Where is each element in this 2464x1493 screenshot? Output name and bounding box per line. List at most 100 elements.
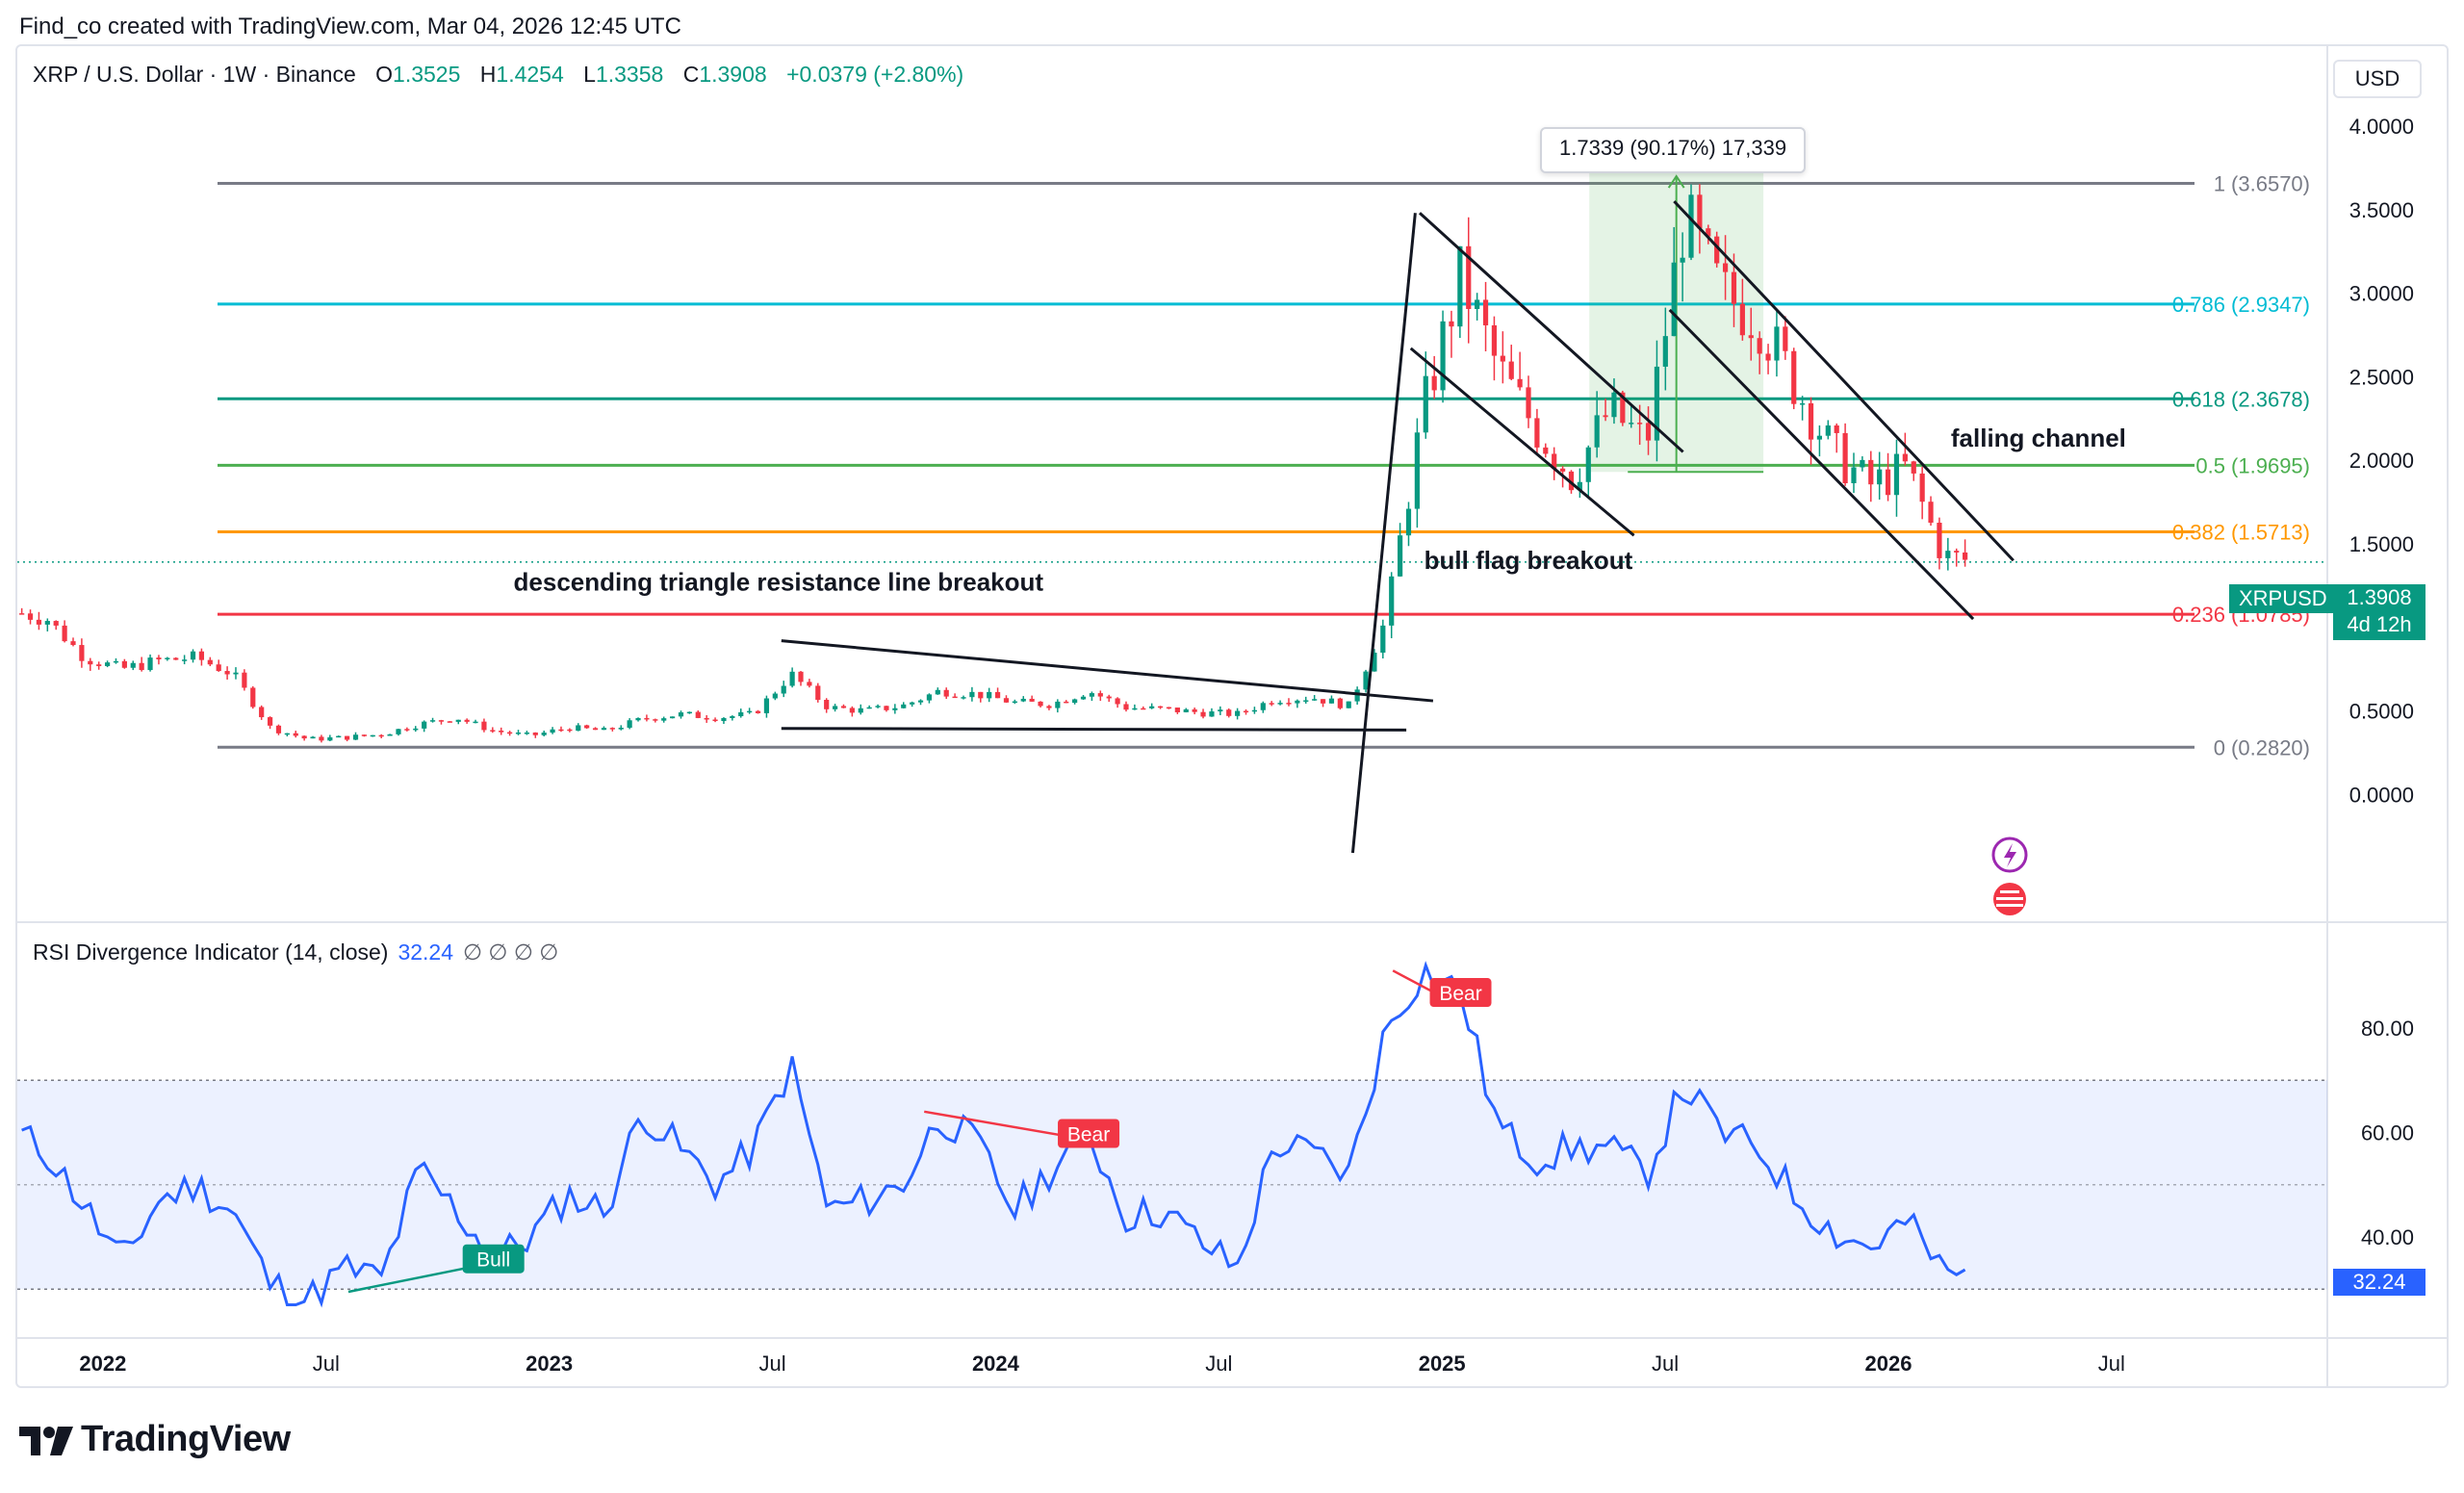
candle-body [113,660,119,663]
candle-body [1106,696,1112,699]
chart-frame [15,44,2449,1388]
currency-button[interactable]: USD [2333,60,2422,98]
candle-body [455,719,461,722]
candle [1816,425,1823,457]
candle [1303,696,1309,704]
candle-body [1722,263,1729,272]
candle-body [961,697,966,699]
candle [1251,707,1257,714]
candle-body [1568,471,1575,491]
rsi-title[interactable]: RSI Divergence Indicator (14, close) [33,940,389,965]
candle-body [1508,361,1514,379]
candle [1714,231,1720,268]
candle [1611,378,1617,425]
candle [1885,452,1891,502]
candle-body [1963,552,1968,560]
fib-level-label: 0 (0.2820) [2214,735,2310,759]
candle [866,705,872,709]
symbol-name[interactable]: XRP / U.S. Dollar · 1W · Binance [33,62,356,87]
candle [70,637,76,647]
candle-body [1038,701,1043,707]
candle-body [926,694,933,701]
candle [1688,184,1694,261]
candle-body [1235,710,1241,716]
candle [994,687,1001,699]
candle [327,734,333,741]
candle-body [1662,336,1668,367]
candle-body [1218,709,1223,712]
candle [481,718,487,733]
candle [79,638,85,668]
candle [1414,418,1420,528]
rsi-axis-tick: 80.00 [2361,1017,2414,1041]
candle-body [233,672,239,675]
candle [712,717,718,723]
candle [1954,548,1960,567]
candle-body [1937,523,1942,558]
candle [1405,502,1412,547]
candle-body [1346,701,1351,708]
candle-body [1739,303,1745,336]
last-price-value: 1.3908 [2347,585,2412,609]
candle [1286,698,1292,707]
tradingview-logo[interactable]: TradingView [19,1419,291,1460]
candle [224,666,230,680]
candle-body [1482,299,1489,325]
candle-body [88,660,93,665]
candle [1423,351,1428,439]
candle [413,726,419,733]
candle [53,620,59,631]
candle-body [1209,711,1215,717]
candle [1320,699,1326,708]
candle [1739,278,1745,341]
candle [1654,340,1660,462]
candle-body [207,659,213,665]
channel-lower-line [1668,308,1975,621]
bear-divergence-line [924,1110,1077,1140]
candle-body [387,734,393,736]
tradingview-wordmark: TradingView [81,1419,291,1459]
candle [1791,348,1797,410]
candle-body [884,706,889,710]
candle-body [618,727,624,730]
candle-body [1748,335,1754,339]
candle [1825,420,1831,440]
candle-body [935,689,940,695]
candle [1928,496,1934,527]
candle-body [224,671,230,675]
candle-body [1491,324,1498,356]
candle-body [396,729,401,734]
candle [747,708,753,714]
fib-level-label: 0.786 (2.9347) [2172,293,2310,317]
candle-body [1277,703,1283,705]
candle [473,719,478,724]
candle-body [438,720,445,722]
candle [840,704,847,708]
candle [1893,439,1900,517]
candle [1243,708,1249,715]
candle [455,719,461,725]
candle-body [250,687,256,708]
time-axis-tick: Jul [1205,1351,1232,1376]
candle [387,734,393,736]
candle [121,658,127,669]
candle-body [345,735,350,740]
candle [319,734,324,743]
candle-body [1885,469,1891,496]
time-axis-tick: 2023 [526,1351,573,1376]
candle [832,704,838,712]
candle [1209,708,1215,717]
price-axis-tick: 0.0000 [2349,783,2414,807]
flag-upper-line [1418,212,1684,453]
chart-credit: Find_co created with TradingView.com, Ma… [19,13,681,39]
candle-body [1046,706,1052,708]
rsi-header-value: 32.24 [398,940,453,965]
candle-body [259,707,265,718]
candle-body [1911,461,1916,474]
candles [19,184,1968,743]
candle-body [994,691,1001,699]
candle-body [301,735,307,739]
candle-body [1372,652,1377,672]
candle [969,686,975,702]
